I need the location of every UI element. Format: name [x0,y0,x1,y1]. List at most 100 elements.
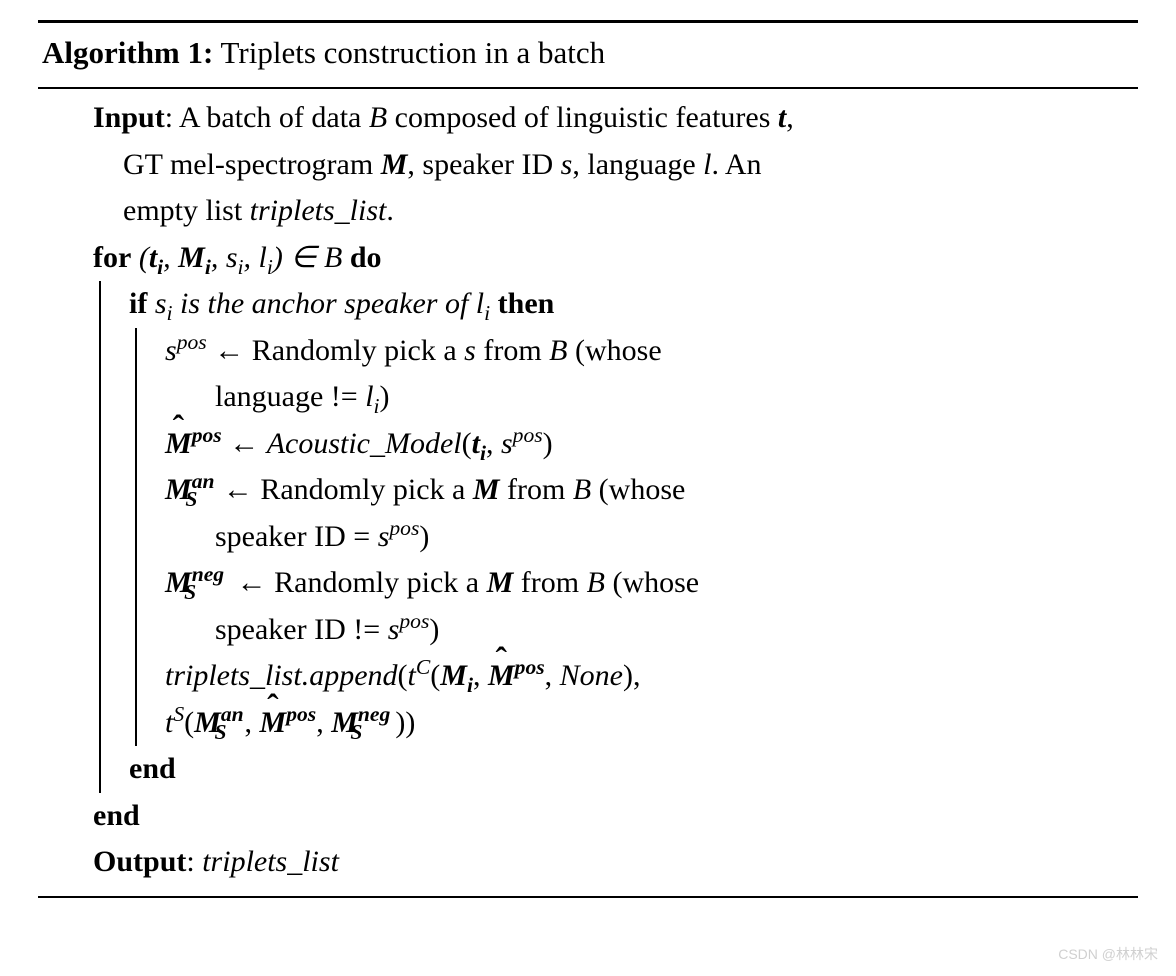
bottom-rule [38,896,1138,898]
var-Mhat-5: M [488,653,515,700]
tC-t: t [408,659,416,692]
for-body: if si is the anchor speaker of li then s… [99,281,1128,793]
none: None [560,659,623,692]
then-keyword: then [490,287,554,320]
var-t: t [778,101,786,134]
step-mneg-cont: speaker ID != spos) [165,607,1128,654]
sub-S-5b: S [350,720,362,744]
sup-pos-2b: pos [513,423,543,447]
sup-neg-5: neg [358,702,390,726]
end-if: end [129,746,1128,793]
comma-2: , [211,241,226,274]
var-spos-2: s [501,427,513,460]
input-text-1b: composed of linguistic features [387,101,778,134]
comma: , [786,101,794,134]
step-append: triplets_list.append(tC(Mi, Mpos, None), [165,653,1128,700]
end-for: end [93,793,1128,840]
input-text-1a: A batch of data [179,101,369,134]
var-Mhat-5b: M [260,700,287,747]
colon-out: : [186,845,202,878]
var-B-1: B [549,334,567,367]
watermark: CSDN @林林宋 [1058,944,1158,966]
var-si: s [226,241,238,274]
for-close: ) ∈ [273,241,324,274]
step-spos-cont: language != li) [165,374,1128,421]
comma-3: , [244,241,259,274]
algorithm-box: Algorithm 1: Triplets construction in a … [38,20,1138,898]
comma-5b: , [545,659,560,692]
input-text-2a: GT mel-spectrogram [123,148,381,181]
sup-pos-5a: pos [515,655,545,679]
cont-3b: ) [419,520,429,553]
input-text-3a: empty list [123,194,250,227]
sub-S-3: S [185,487,197,511]
arrow-3: ← Randomly pick a [215,473,472,506]
tail-4b: (whose [605,566,699,599]
input-block: Input: A batch of data B composed of lin… [93,95,1128,142]
for-open: ( [139,241,149,274]
for-line: for (ti, Mi, si, li) ∈ B do [93,235,1128,282]
arrow-4: ← Randomly pick a [229,566,486,599]
input-line-2: GT mel-spectrogram M, speaker ID s, lang… [93,142,1128,189]
var-M-pick4: M [487,566,514,599]
dot: . [386,194,394,227]
input-line-3: empty list triplets_list. [93,188,1128,235]
var-s-pick: s [464,334,476,367]
var-Mhat: M [165,421,192,468]
mid-rule [38,87,1138,89]
comma-5d: , [316,706,331,739]
var-triplets-list: triplets_list [250,194,387,227]
sub-S-5a: S [214,720,226,744]
input-text-2c: , language [572,148,703,181]
if-line: if si is the anchor speaker of li then [129,281,1128,328]
comma-5a: , [473,659,488,692]
for-keyword: for [93,241,131,274]
algorithm-label: Algorithm 1: [42,35,213,70]
comma-s2: , [486,427,501,460]
tS-sup: S [173,702,184,726]
cont-3a: speaker ID = [215,520,378,553]
cont-1a: language != [215,380,365,413]
if-mid: is the anchor speaker of [173,287,476,320]
var-Mi-5: M [440,659,467,692]
cont-4a: speaker ID != [215,613,388,646]
sub-S-4: S [184,580,196,604]
tC-close: ), [623,659,641,692]
append: .append [302,659,398,692]
sup-pos-4: pos [399,609,429,633]
var-s-3: s [378,520,390,553]
input-text-2b: , speaker ID [407,148,560,181]
sup-pos-1: pos [177,330,207,354]
var-s-4: s [388,613,400,646]
var-B: B [369,101,387,134]
var-B-for: B [324,241,342,274]
algorithm-title-line: Algorithm 1: Triplets construction in a … [38,25,1138,81]
open-5: ( [398,659,408,692]
comma-5c: , [245,706,260,739]
tC-open: ( [430,659,440,692]
colon: : [165,101,179,134]
var-li: l [259,241,267,274]
output-label: Output [93,845,186,878]
if-body: spos ← Randomly pick a s from B (whose l… [135,328,1128,747]
step-mhat: Mpos ← Acoustic_Model(ti, spos) [165,421,1128,468]
sup-neg-4: neg [192,562,224,586]
step-man: ManS ← Randomly pick a M from B (whose [165,467,1128,514]
do-keyword: do [342,241,381,274]
var-M-pick3: M [473,473,500,506]
tC-sup: C [416,655,430,679]
arrow-2: ← [222,427,267,460]
arrow-1: ← Randomly pick a [207,334,464,367]
close-2: ) [543,427,553,460]
tail-1a: from [476,334,549,367]
if-keyword: if [129,287,147,320]
var-B-4: B [587,566,605,599]
var-triplets-5: triplets_list [165,659,302,692]
output-line: Output: triplets_list [93,839,1128,886]
algorithm-body: Input: A batch of data B composed of lin… [38,95,1138,886]
tail-4a: from [513,566,586,599]
var-Mi: M [178,241,205,274]
var-M: M [381,148,408,181]
step-append-cont: tS(ManS, Mpos, MnegS)) [165,700,1128,747]
fn-acoustic: Acoustic_Model [267,427,462,460]
